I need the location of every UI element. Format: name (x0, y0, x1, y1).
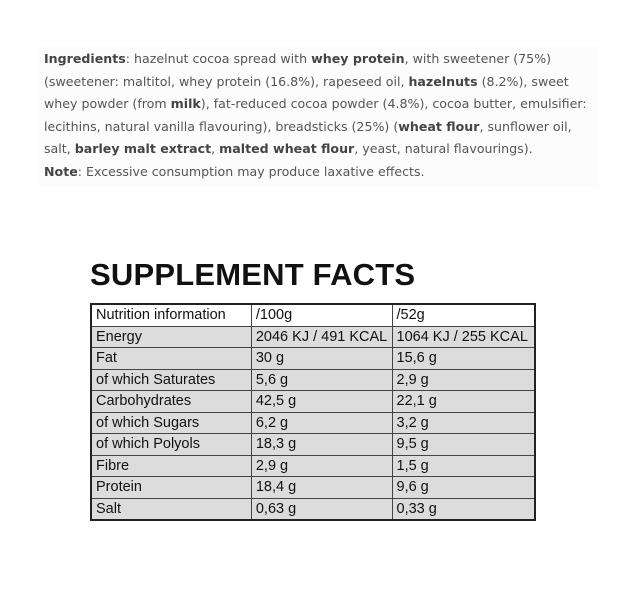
cell: of which Sugars (90, 411, 252, 434)
cell: 9,6 g (391, 476, 536, 499)
cell: 2,9 g (250, 454, 393, 477)
data-row: Fibre 2,9 g 1,5 g (90, 454, 536, 477)
ingredients-block: Ingredients: hazelnut cocoa spread with … (38, 46, 598, 187)
cell: 2046 KJ / 491 KCAL (250, 325, 393, 348)
text: ), fat-reduced cocoa powder (4.8%), coco… (44, 96, 587, 134)
cell: 0,33 g (391, 497, 536, 521)
data-row: of which Polyols 18,3 g 9,5 g (90, 433, 536, 456)
cell: 6,2 g (250, 411, 393, 434)
cell: of which Saturates (90, 368, 252, 391)
cell: of which Polyols (90, 433, 252, 456)
cell: Fibre (90, 454, 252, 477)
cell: 15,6 g (391, 347, 536, 370)
facts-title: SUPPLEMENT FACTS (90, 257, 416, 292)
cell: 18,3 g (250, 433, 393, 456)
cell: 3,2 g (391, 411, 536, 434)
cell: 5,6 g (250, 368, 393, 391)
text: : hazelnut cocoa spread with (125, 51, 312, 66)
text: , yeast, natural flavourings). (354, 141, 533, 156)
data-row: Energy 2046 KJ / 491 KCAL 1064 KJ / 255 KC… (90, 325, 536, 348)
cell: Energy (90, 325, 252, 348)
bold-text: Note (44, 163, 78, 179)
text: : Excessive consumption may produce laxa… (77, 163, 425, 179)
data-row: of which Sugars 6,2 g 3,2 g (90, 411, 536, 434)
data-row: of which Saturates 5,6 g 2,9 g (90, 368, 536, 391)
data-row: Protein 18,4 g 9,6 g (90, 476, 536, 499)
cell: Protein (90, 476, 252, 499)
cell: Carbohydrates (90, 390, 252, 413)
data-row: Fat 30 g 15,6 g (90, 347, 536, 370)
note-text: Note: Excessive consumption may produce … (44, 161, 594, 184)
bold-text: whey protein (311, 51, 405, 66)
text: , with sweetener (75%) (sweetener: malti… (44, 51, 552, 89)
bold-text: malted wheat flour (219, 141, 355, 156)
cell: Fat (90, 347, 252, 370)
cell: Salt (90, 497, 252, 521)
bold-text: wheat flour (398, 118, 480, 134)
data-row: Carbohydrates 42,5 g 22,1 g (90, 390, 536, 413)
cell: 22,1 g (391, 390, 536, 413)
header-cell: Nutrition information (90, 303, 252, 327)
bold-text: milk (170, 96, 201, 111)
cell: 9,5 g (391, 433, 536, 456)
cell: 1,5 g (391, 454, 536, 477)
text: (8.2%), sweet whey powder (from (44, 73, 569, 112)
text: , (211, 141, 220, 156)
cell: 30 g (250, 347, 393, 370)
cell: 2,9 g (391, 368, 536, 391)
header-cell: /100g (250, 303, 393, 327)
cell: 1064 KJ / 255 KCAL (391, 325, 536, 348)
cell: 42,5 g (250, 390, 393, 413)
header-cell: /52g (391, 303, 536, 327)
text: , sunflower oil, salt, (44, 118, 572, 157)
facts-table: Nutrition information/100g/52g Energy 2046… (90, 303, 536, 521)
cell: 0,63 g (250, 497, 393, 521)
ingredients-text: Ingredients: hazelnut cocoa spread with … (44, 48, 594, 161)
bold-text: hazelnuts (408, 73, 478, 89)
header-row: Nutrition information/100g/52g (90, 303, 536, 327)
data-row: Salt 0,63 g 0,33 g (90, 497, 536, 521)
bold-text: Ingredients (44, 51, 126, 66)
cell: 18,4 g (250, 476, 393, 499)
bold-text: barley malt extract (74, 141, 212, 156)
